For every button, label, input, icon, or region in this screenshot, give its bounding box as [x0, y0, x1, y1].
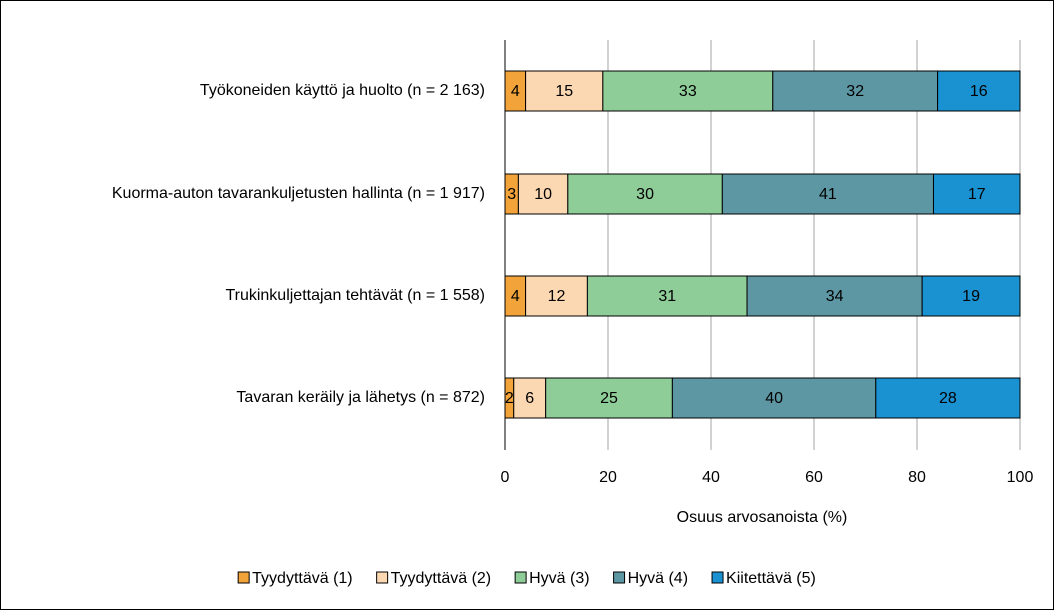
x-tick-label: 0: [501, 469, 510, 486]
data-label: 28: [939, 390, 957, 407]
data-label: 41: [819, 186, 837, 203]
data-label: 2: [505, 390, 514, 407]
bar-segment: [545, 377, 673, 419]
bar-segment: [517, 173, 569, 215]
data-label: 10: [534, 186, 552, 203]
legend-swatch: [514, 571, 527, 584]
legend-label: Tyydyttävä (1): [252, 570, 352, 587]
bar-segment: [875, 377, 1021, 419]
legend: Tyydyttävä (1) Tyydyttävä (2) Hyvä (3) Hyvä…: [237, 570, 816, 587]
legend-label: Tyydyttävä (2): [391, 570, 491, 587]
data-label: 19: [962, 288, 980, 305]
legend-swatch: [376, 571, 389, 584]
x-tick-label: 80: [908, 469, 926, 486]
legend-swatch: [237, 571, 250, 584]
bar-segment: [932, 173, 1021, 215]
data-label: 31: [658, 288, 676, 305]
x-tick-label: 40: [702, 469, 720, 486]
data-label: 15: [555, 83, 573, 100]
data-label: 33: [679, 83, 697, 100]
bar-segment: [525, 275, 588, 317]
data-label: 34: [826, 288, 844, 305]
bars: Työkoneiden käyttö ja huolto (n = 2 163)…: [112, 70, 1021, 419]
bar-segment: [937, 70, 1021, 112]
data-label: 30: [636, 186, 654, 203]
x-tick-label: 20: [599, 469, 617, 486]
bar-segment: [567, 173, 723, 215]
data-label: 6: [525, 390, 534, 407]
data-label: 12: [548, 288, 566, 305]
bar-segment: [772, 70, 939, 112]
data-label: 40: [765, 390, 783, 407]
y-tick-label: Trukinkuljettajan tehtävät (n = 1 558): [225, 287, 485, 304]
legend-swatch: [711, 571, 724, 584]
legend-label: Hyvä (4): [628, 570, 688, 587]
x-axis-title: Osuus arvosanoista (%): [677, 509, 848, 526]
y-tick-label: Kuorma-auton tavarankuljetusten hallinta…: [112, 185, 485, 202]
data-label: 32: [846, 83, 864, 100]
data-label: 4: [511, 288, 520, 305]
bar-segment: [921, 275, 1021, 317]
y-tick-label: Työkoneiden käyttö ja huolto (n = 2 163): [200, 82, 485, 99]
y-tick-label: Tavaran keräily ja lähetys (n = 872): [236, 389, 485, 406]
data-label: 17: [968, 186, 986, 203]
data-label: 3: [507, 186, 516, 203]
data-label: 25: [600, 390, 618, 407]
bar-segment: [525, 70, 604, 112]
legend-label: Kiitettävä (5): [726, 570, 816, 587]
data-label: 16: [970, 83, 988, 100]
bar-segment: [671, 377, 877, 419]
bar-segment: [586, 275, 748, 317]
data-label: 4: [511, 83, 520, 100]
x-tick-label: 60: [805, 469, 823, 486]
legend-label: Hyvä (3): [529, 570, 589, 587]
x-tick-label: 100: [1007, 469, 1034, 486]
bar-segment: [746, 275, 923, 317]
bar-segment: [513, 377, 547, 419]
bar-segment: [721, 173, 934, 215]
legend-swatch: [613, 571, 626, 584]
